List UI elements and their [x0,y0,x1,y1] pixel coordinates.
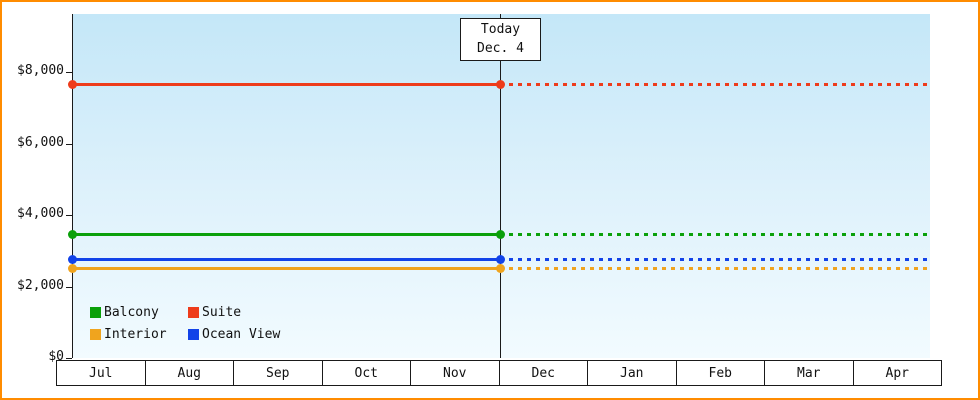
legend: Balcony Suite Interior Ocean View [90,305,280,342]
series-line-dotted-balcony [500,233,930,237]
month-cell-jul: Jul [56,360,146,386]
today-date: Dec. 4 [477,40,524,56]
series-point-suite [495,80,505,89]
month-cell-sep: Sep [234,360,323,386]
y-tick-mark [66,143,72,145]
legend-label: Ocean View [202,327,281,342]
legend-swatch-interior [90,329,101,340]
legend-label: Suite [202,305,242,320]
y-axis-line [72,14,73,358]
legend-swatch-balcony [90,307,101,318]
legend-label: Interior [104,327,167,342]
y-tick-mark [66,72,72,73]
legend-swatch-suite [188,307,199,318]
series-line-dotted-suite [500,83,930,86]
series-point-balcony [67,230,77,240]
series-point-balcony [495,230,505,240]
series-point-interior [67,264,77,274]
month-cell-feb: Feb [676,360,765,386]
series-line-solid-suite [72,83,500,86]
legend-item-ocean-view: Ocean View [188,327,280,342]
series-point-ocean-view [67,255,77,265]
y-tick-label: $0 [48,349,64,364]
x-axis-month-row: Jul Aug Sep Oct Nov Dec Jan Feb Mar Apr [56,360,942,386]
month-cell-mar: Mar [765,360,854,386]
month-cell-dec: Dec [499,360,588,386]
series-line-dotted-ocean-view [500,258,930,262]
legend-label: Balcony [104,305,159,320]
month-cell-oct: Oct [322,360,411,386]
month-cell-apr: Apr [853,360,942,386]
month-cell-nov: Nov [411,360,500,386]
y-tick-mark [66,215,72,216]
y-tick-label: $8,000 [17,63,64,78]
y-tick-label: $2,000 [17,277,64,293]
today-marker-line [500,14,501,358]
today-label-box: Today Dec. 4 [460,18,541,61]
legend-item-suite: Suite [188,305,280,320]
legend-swatch-ocean-view [188,329,199,340]
series-line-dotted-interior [500,267,930,271]
legend-item-balcony: Balcony [90,305,188,320]
series-line-solid-balcony [72,233,500,237]
y-tick-mark [66,286,72,288]
today-label: Today [480,21,521,37]
series-point-ocean-view [495,255,505,265]
month-cell-jan: Jan [588,360,677,386]
legend-item-interior: Interior [90,327,188,342]
y-tick-label: $6,000 [17,134,64,150]
series-line-solid-interior [72,267,500,271]
series-point-suite [67,80,77,89]
y-tick-mark [66,358,72,359]
y-tick-label: $4,000 [17,206,64,221]
month-cell-aug: Aug [145,360,234,386]
series-point-interior [495,264,505,274]
plot-area [72,14,930,358]
series-line-solid-ocean-view [72,258,500,262]
